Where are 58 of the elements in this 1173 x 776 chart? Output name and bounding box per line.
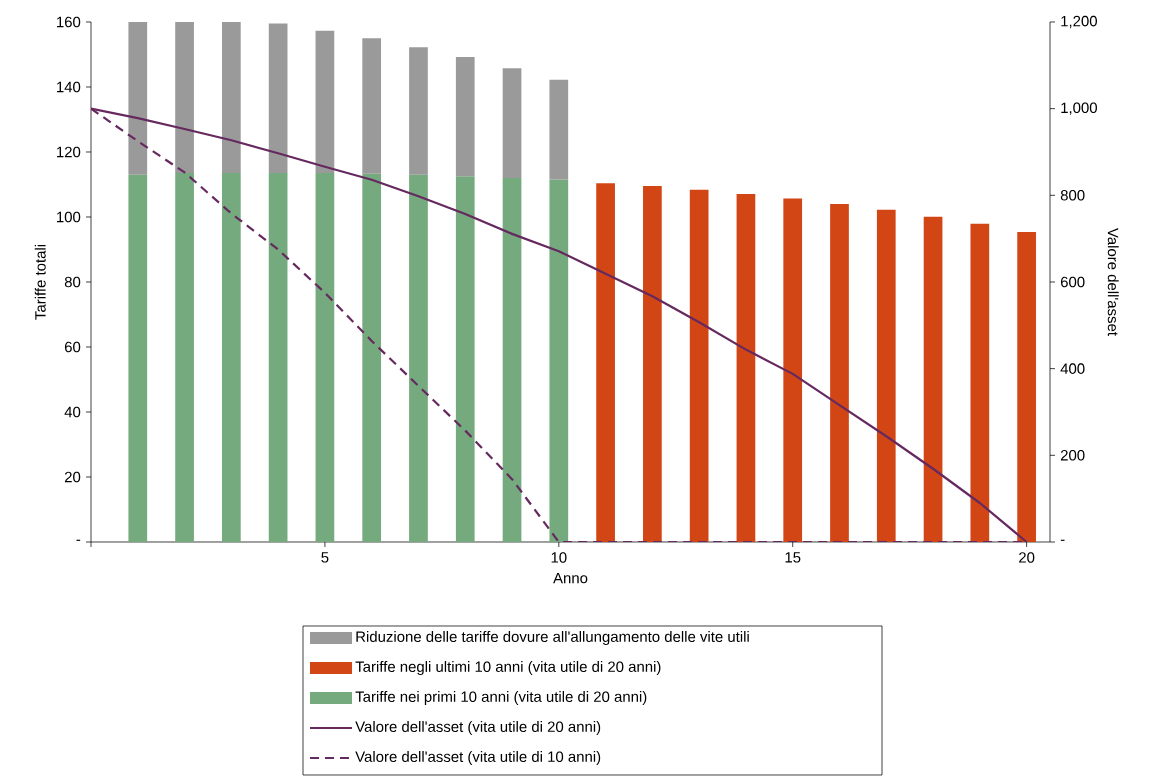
- y-tick-label: 100: [57, 211, 81, 223]
- bar: [128, 21, 148, 175]
- bar: [221, 173, 241, 542]
- bar: [643, 186, 662, 542]
- bar: [362, 173, 382, 542]
- bar: [455, 176, 475, 542]
- y2-tick-label: 1,000: [1061, 102, 1097, 115]
- x-tick-label: 15: [785, 552, 801, 563]
- bar: [923, 216, 943, 542]
- bar: [175, 173, 194, 542]
- bar: [128, 174, 148, 542]
- bar: [175, 21, 194, 174]
- y-tick-label: 40: [64, 406, 81, 418]
- x-tick-label: 20: [1019, 552, 1035, 563]
- bar: [970, 223, 990, 542]
- y2-tick-label: 800: [1060, 190, 1085, 201]
- y2-tick-label: 400: [1060, 363, 1085, 374]
- y-tick-label: 160: [57, 16, 81, 28]
- x-tick-label: 10: [551, 552, 567, 563]
- y2-tick-label: 1,200: [1061, 15, 1097, 29]
- x-tick-label: 5: [321, 552, 329, 563]
- bar: [549, 179, 569, 542]
- bar: [268, 23, 288, 174]
- y-tick-label: 20: [64, 471, 81, 483]
- bar: [783, 198, 803, 542]
- bar: [736, 193, 756, 542]
- bar: [315, 173, 335, 542]
- legend-label: Valore dell'asset (vita utile di 20 anni): [355, 721, 601, 735]
- bar: [409, 174, 428, 542]
- y-tick-label: 120: [57, 146, 81, 158]
- bar: [409, 47, 428, 175]
- y-axis-title: Tariffe totali: [34, 244, 46, 320]
- bar: [876, 209, 896, 542]
- y2-axis-title: Valore dell'asset: [1107, 228, 1119, 336]
- y2-tick-label: -: [1060, 539, 1065, 541]
- bar: [549, 79, 569, 180]
- y2-tick-label: 600: [1060, 276, 1085, 288]
- bar: [830, 203, 849, 542]
- bar: [455, 57, 475, 177]
- bar: [502, 68, 522, 178]
- bar: [1017, 231, 1036, 542]
- legend-label: Tariffe nei primi 10 anni (vita utile di 20 anni): [355, 691, 647, 705]
- legend-label: Tariffe negli ultimi 10 anni (vita utile di 20 anni): [355, 661, 661, 675]
- legend-label: Riduzione delle tariffe dovure all'allungamento delle vite utili: [356, 631, 749, 645]
- bar: [221, 21, 241, 174]
- legend-label: Valore dell'asset (vita utile di 10 anni): [355, 751, 601, 765]
- bar: [596, 183, 615, 542]
- y2-tick-label: 200: [1060, 450, 1085, 461]
- bar: [689, 189, 709, 542]
- x-axis-title: Anno: [553, 572, 588, 584]
- bar: [502, 177, 522, 542]
- y-tick-label: 60: [64, 341, 81, 353]
- y-tick-label: 140: [57, 81, 81, 93]
- bar: [268, 173, 288, 542]
- y-tick-label: 80: [64, 276, 81, 288]
- bar: [362, 38, 382, 174]
- y-tick-label: -: [76, 539, 81, 541]
- bar: [315, 30, 335, 174]
